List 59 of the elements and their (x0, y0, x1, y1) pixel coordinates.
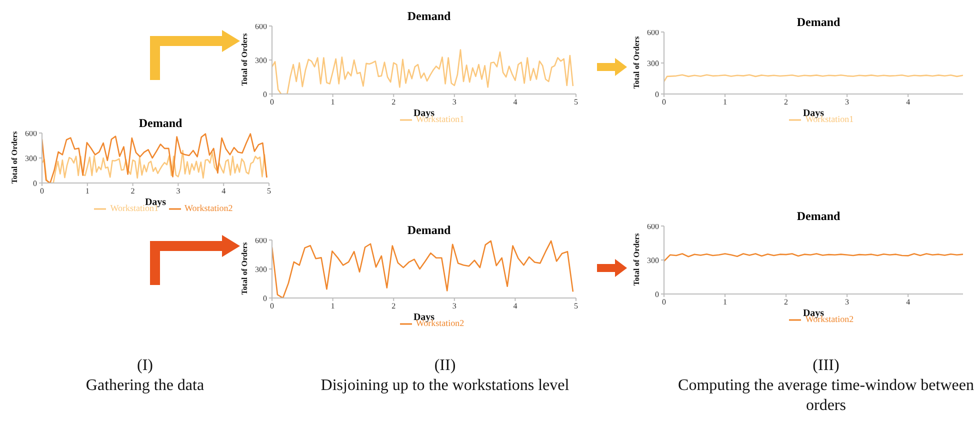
chart-title: Demand (138, 116, 182, 130)
text: Computing the average time-window between orders (677, 376, 975, 416)
text: Disjoining up to the workstations level (320, 376, 570, 396)
x-tick-label: 2 (784, 98, 788, 107)
x-tick-label: 5 (574, 302, 578, 311)
y-tick-label: 300 (255, 264, 267, 274)
x-tick-label: 4 (906, 298, 910, 307)
x-tick-label: 0 (270, 98, 274, 107)
x-tick-label: 4 (222, 186, 226, 196)
x-tick-label: 4 (906, 98, 910, 107)
text: (I) (136, 356, 154, 376)
chart-title: Demand (796, 209, 840, 223)
x-tick-label: 0 (662, 298, 666, 307)
y-axis-title: Total of Orders (240, 32, 248, 86)
y-tick-label: 300 (25, 154, 37, 163)
x-tick-label: 1 (85, 186, 90, 196)
y-tick-label: 0 (655, 290, 659, 299)
line-series (664, 253, 963, 262)
x-tick-label: 2 (392, 98, 396, 107)
x-tick-label: 5 (574, 98, 578, 107)
y-axis-title: Total of Orders (10, 130, 18, 184)
legend-label: Workstation2 (184, 203, 233, 214)
y-axis-title: Total of Orders (632, 36, 640, 88)
x-tick-label: 3 (845, 98, 850, 107)
text: (III) (812, 356, 840, 376)
y-axis-title: Total of Orders (240, 242, 248, 294)
x-tick-label: 3 (176, 186, 180, 196)
chart-title: Demand (796, 15, 840, 29)
x-tick-label: 4 (513, 98, 518, 107)
x-tick-label: 1 (330, 98, 335, 107)
y-tick-label: 300 (255, 56, 267, 65)
x-tick-label: 1 (330, 302, 335, 311)
line-series (664, 74, 963, 82)
x-tick-label: 1 (723, 98, 728, 107)
y-tick-label: 0 (655, 90, 659, 99)
x-tick-label: 4 (513, 302, 518, 311)
text: (II) (433, 356, 457, 376)
x-tick-label: 3 (452, 98, 456, 107)
chart-title: Demand (407, 223, 451, 237)
x-tick-label: 3 (452, 302, 456, 311)
x-tick-label: 0 (40, 186, 44, 196)
line-series (272, 240, 574, 298)
x-tick-label: 3 (845, 298, 850, 307)
y-tick-label: 300 (647, 256, 659, 265)
x-tick-label: 0 (270, 302, 274, 311)
y-tick-label: 300 (647, 58, 659, 68)
x-tick-label: 2 (784, 298, 788, 307)
line-series (272, 49, 574, 94)
line-series (42, 133, 268, 183)
chart-title: Demand (407, 9, 451, 23)
text: Gathering the data (84, 376, 206, 396)
y-tick-label: 0 (263, 90, 267, 99)
x-tick-label: 0 (662, 98, 666, 107)
y-tick-label: 0 (33, 178, 37, 188)
x-tick-label: 1 (723, 298, 728, 307)
x-tick-label: 2 (392, 302, 396, 311)
x-tick-label: 5 (267, 186, 271, 196)
y-axis-title: Total of Orders (632, 232, 640, 286)
x-tick-label: 2 (130, 186, 135, 196)
